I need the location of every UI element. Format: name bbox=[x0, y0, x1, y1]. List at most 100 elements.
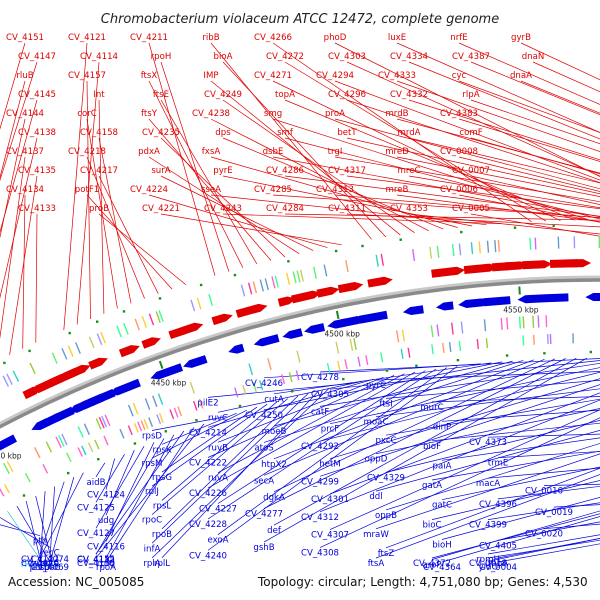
gene-label[interactable]: CV_4307 bbox=[311, 531, 349, 541]
gene-label[interactable]: CV_4144 bbox=[6, 109, 44, 119]
gene-label[interactable]: potF1 bbox=[75, 185, 100, 195]
gene-label[interactable]: CV_4301 bbox=[311, 495, 349, 505]
gene-label[interactable]: ftsX bbox=[141, 71, 158, 81]
gene-label[interactable]: CV_4227 bbox=[199, 505, 237, 515]
gene-label[interactable]: rRNA16S bbox=[21, 560, 59, 570]
gene-label[interactable]: CV_4137 bbox=[6, 147, 44, 157]
gene-label[interactable]: CV_4396 bbox=[479, 500, 517, 510]
gene-label[interactable]: ftsA bbox=[368, 559, 385, 569]
gene-label[interactable]: CV_4132 bbox=[77, 555, 115, 565]
gene-label[interactable]: mraW bbox=[363, 530, 389, 540]
gene-label[interactable]: rplQ bbox=[97, 559, 115, 569]
gene-label[interactable]: bioA bbox=[214, 52, 233, 62]
gene-label[interactable]: CV_4308 bbox=[301, 549, 339, 559]
gene-label[interactable]: CV_4271 bbox=[254, 71, 292, 81]
gene-label[interactable]: betT bbox=[337, 128, 357, 138]
gene-label[interactable]: bioF bbox=[423, 442, 441, 452]
gene-label[interactable]: potC bbox=[40, 559, 60, 569]
gene-label[interactable]: CV_4329 bbox=[367, 473, 405, 483]
gene-label[interactable]: CV_4364 bbox=[423, 563, 461, 573]
gene-label[interactable]: oppB bbox=[375, 511, 397, 521]
gene-label[interactable]: rpsL bbox=[153, 501, 171, 511]
gene-label[interactable]: CV_4246 bbox=[245, 379, 283, 389]
gene-label[interactable]: CV_4221 bbox=[142, 204, 180, 214]
gene-label[interactable]: CV_4074 bbox=[31, 555, 69, 565]
gene-label[interactable]: rpoB bbox=[152, 530, 172, 540]
gene-label[interactable]: CV_4373 bbox=[469, 438, 507, 448]
gene-label[interactable]: ftsE bbox=[153, 90, 169, 100]
gene-label[interactable]: CV_4157 bbox=[68, 71, 106, 81]
gene-label[interactable]: udg bbox=[98, 516, 114, 526]
gene-label[interactable]: CV_4249 bbox=[204, 90, 242, 100]
gene-label[interactable]: pth bbox=[33, 537, 47, 547]
gene-label[interactable]: rpoH bbox=[151, 52, 172, 62]
gene-label[interactable]: CV_4277 bbox=[245, 510, 283, 520]
gene-label[interactable]: ruvC bbox=[208, 413, 228, 423]
gene-label[interactable]: rluB bbox=[16, 71, 33, 81]
gene-label[interactable]: CV_4211 bbox=[130, 33, 168, 43]
gene-label[interactable]: CV_4147 bbox=[18, 52, 56, 62]
gene-label[interactable]: rpoC bbox=[142, 516, 162, 526]
gene-label[interactable]: infA bbox=[144, 544, 161, 554]
gene-label[interactable]: rpsM bbox=[142, 459, 163, 469]
gene-label[interactable]: CV_0006 bbox=[440, 185, 478, 195]
gene-label[interactable]: bioC bbox=[422, 521, 441, 531]
gene-label[interactable]: rpoA bbox=[96, 563, 116, 573]
gene-label[interactable]: CV_4305 bbox=[311, 390, 349, 400]
gene-label[interactable]: CV_4294 bbox=[316, 71, 354, 81]
gene-label[interactable]: CV_4121 bbox=[68, 33, 106, 43]
gene-label[interactable]: CV_4217 bbox=[80, 166, 118, 176]
gene-label[interactable]: luxE bbox=[388, 33, 406, 43]
gene-label[interactable]: CV_4332 bbox=[390, 90, 428, 100]
gene-label[interactable]: trmE bbox=[488, 459, 509, 469]
gene-label[interactable]: CV_0016 bbox=[525, 487, 563, 497]
gene-label[interactable]: proB bbox=[89, 204, 109, 214]
gene-label[interactable]: nrfE bbox=[450, 33, 467, 43]
gene-label[interactable]: pxcC bbox=[375, 436, 396, 446]
gene-label[interactable]: CV_4124 bbox=[87, 491, 125, 501]
gene-label[interactable]: dsbE bbox=[263, 147, 284, 157]
gene-label[interactable]: CV_4134 bbox=[6, 185, 44, 195]
gene-label[interactable]: CV_4272 bbox=[266, 52, 304, 62]
gene-label[interactable]: CV_0004 bbox=[479, 563, 517, 573]
gene-label[interactable]: CV_4317 bbox=[328, 166, 366, 176]
gene-label[interactable]: CV_4122 bbox=[21, 555, 59, 565]
gene-label[interactable]: gatC bbox=[432, 501, 452, 511]
gene-label[interactable]: smg bbox=[264, 109, 282, 119]
gene-label[interactable]: pdxA bbox=[138, 147, 160, 157]
gene-label[interactable]: dnaA bbox=[510, 71, 532, 81]
gene-label[interactable]: ftsI bbox=[379, 399, 392, 409]
gene-label[interactable]: CV_4070 bbox=[21, 559, 59, 569]
gene-label[interactable]: pilE2 bbox=[197, 398, 218, 408]
gene-label[interactable]: ftsZ bbox=[378, 549, 395, 559]
gene-label[interactable]: CV_4387 bbox=[452, 52, 490, 62]
gene-label[interactable]: CV_4222 bbox=[189, 459, 227, 469]
gene-label[interactable]: CV_4383 bbox=[440, 109, 478, 119]
gene-label[interactable]: gshB bbox=[253, 543, 274, 553]
gene-label[interactable]: ribB bbox=[202, 33, 219, 43]
gene-label[interactable]: CV_4312 bbox=[301, 513, 339, 523]
gene-label[interactable]: CV_4334 bbox=[390, 52, 428, 62]
gene-label[interactable]: gyrB bbox=[511, 33, 531, 43]
gene-label[interactable]: CV_4069 bbox=[31, 563, 69, 573]
gene-label[interactable]: fxsA bbox=[202, 147, 221, 157]
gene-label[interactable]: moeB bbox=[262, 427, 287, 437]
gene-label[interactable]: cutA bbox=[264, 395, 284, 405]
gene-label[interactable]: CV_4243 bbox=[204, 204, 242, 214]
gene-label[interactable]: exoA bbox=[207, 536, 228, 546]
gene-label[interactable]: CV_4127 bbox=[77, 529, 115, 539]
gene-label[interactable]: CV_0005 bbox=[452, 204, 490, 214]
gene-label[interactable]: cyc bbox=[452, 71, 467, 81]
gene-label[interactable]: CV_4145 bbox=[18, 90, 56, 100]
gene-label[interactable]: CV_4158 bbox=[80, 128, 118, 138]
gene-label[interactable]: dgkA bbox=[263, 493, 285, 503]
gene-label[interactable]: CV_4238 bbox=[192, 109, 230, 119]
gene-label[interactable]: CV_4156 bbox=[77, 559, 115, 569]
gene-label[interactable]: CV_4155 bbox=[77, 555, 115, 565]
gene-label[interactable]: CV_4285 bbox=[254, 185, 292, 195]
gene-label[interactable]: aidB bbox=[86, 478, 105, 488]
gene-label[interactable]: dps bbox=[215, 128, 231, 138]
gene-label[interactable]: secA bbox=[254, 476, 274, 486]
gene-label[interactable]: CV_4151 bbox=[6, 33, 44, 43]
gene-label[interactable]: CV_0019 bbox=[535, 508, 573, 518]
